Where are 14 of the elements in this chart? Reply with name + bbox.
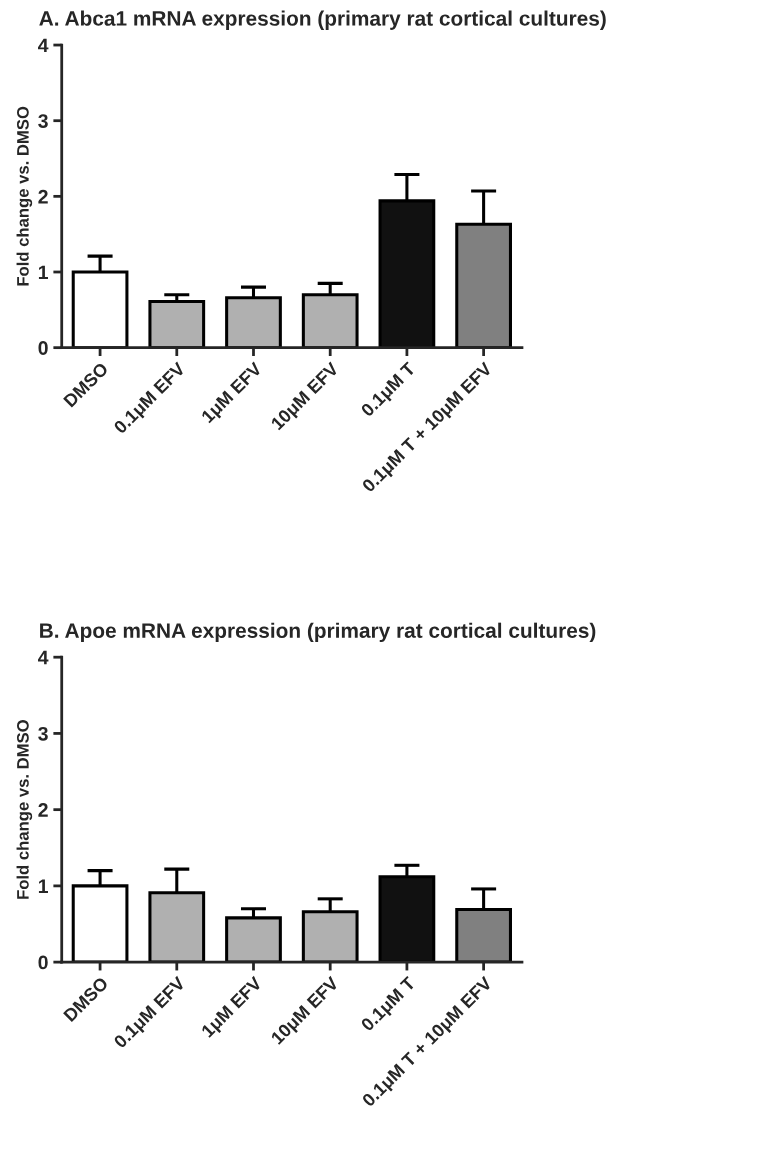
- chart-title: A. Abca1 mRNA expression (primary rat cortical cultures): [39, 10, 606, 30]
- y-tick-label: 1: [38, 879, 48, 893]
- y-tick-label: 0: [38, 341, 48, 355]
- y-tick-label: 3: [38, 114, 48, 128]
- y-tick-label: 1: [38, 265, 48, 280]
- y-axis-title: Fold change vs. DMSO: [16, 720, 33, 899]
- y-tick-label: 4: [38, 38, 49, 53]
- y-tick-label: 0: [38, 955, 48, 970]
- y-tick-label: 4: [38, 650, 49, 665]
- y-axis-title: Fold change vs. DMSO: [16, 106, 33, 286]
- y-tick-label: 2: [38, 189, 48, 204]
- chart-title: B. Apoe mRNA expression (primary rat cortical cultures): [40, 622, 596, 643]
- y-tick-label: 3: [38, 726, 48, 741]
- y-tick-label: 2: [38, 803, 48, 817]
